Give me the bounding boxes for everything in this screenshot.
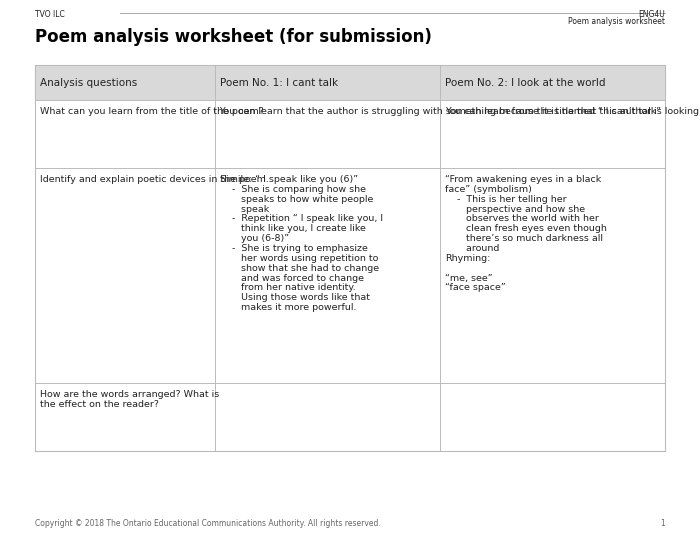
Text: -  Repetition “ I speak like you, I: - Repetition “ I speak like you, I (220, 214, 383, 224)
Text: 1: 1 (660, 519, 665, 528)
Bar (35, 65, 665, 451)
Text: “me, see”: “me, see” (445, 274, 493, 282)
Text: clean fresh eyes even though: clean fresh eyes even though (445, 224, 607, 233)
Text: ENG4U: ENG4U (638, 10, 665, 19)
Text: Poem No. 2: I look at the world: Poem No. 2: I look at the world (445, 78, 606, 87)
Text: around: around (445, 244, 500, 253)
Text: the effect on the reader?: the effect on the reader? (40, 400, 159, 409)
Text: observes the world with her: observes the world with her (445, 214, 599, 224)
Text: “From awakening eyes in a black: “From awakening eyes in a black (445, 175, 601, 184)
Text: How are the words arranged? What is: How are the words arranged? What is (40, 390, 219, 399)
Text: and was forced to change: and was forced to change (220, 274, 363, 282)
Text: -  She is comparing how she: - She is comparing how she (220, 185, 365, 194)
Text: Simile: “ I speak like you (6)”: Simile: “ I speak like you (6)” (220, 175, 358, 184)
Text: you (6-8)”: you (6-8)” (220, 234, 288, 243)
Text: face” (symbolism): face” (symbolism) (445, 185, 532, 194)
Text: “face space”: “face space” (445, 284, 506, 293)
Text: What can you learn from the title of the poem?: What can you learn from the title of the… (40, 107, 264, 116)
Text: -  This is her telling her: - This is her telling her (445, 195, 567, 204)
Text: Poem No. 1: I cant talk: Poem No. 1: I cant talk (220, 78, 337, 87)
Text: Poem analysis worksheet: Poem analysis worksheet (568, 17, 665, 26)
Text: there’s so much darkness all: there’s so much darkness all (445, 234, 603, 243)
Text: Poem analysis worksheet (for submission): Poem analysis worksheet (for submission) (35, 28, 432, 46)
Text: TVO ILC: TVO ILC (35, 10, 64, 19)
Text: perspective and how she: perspective and how she (445, 205, 585, 214)
Text: show that she had to change: show that she had to change (220, 264, 379, 273)
Text: You can learn from the title that this author is looking into different things t: You can learn from the title that this a… (445, 107, 700, 116)
Text: Identify and explain poetic devices in the poem.: Identify and explain poetic devices in t… (40, 175, 269, 184)
Text: her words using repetition to: her words using repetition to (220, 254, 378, 263)
Text: Rhyming:: Rhyming: (445, 254, 491, 263)
Text: Using those words like that: Using those words like that (220, 293, 370, 302)
Bar (35, 65, 665, 100)
Text: from her native identity.: from her native identity. (220, 284, 355, 293)
Text: speak: speak (220, 205, 269, 214)
Text: You can learn that the author is struggling with something because it is named “: You can learn that the author is struggl… (220, 107, 662, 116)
Text: Copyright © 2018 The Ontario Educational Communications Authority. All rights re: Copyright © 2018 The Ontario Educational… (35, 519, 381, 528)
Text: think like you, I create like: think like you, I create like (220, 224, 365, 233)
Text: speaks to how white people: speaks to how white people (220, 195, 373, 204)
Text: -  She is trying to emphasize: - She is trying to emphasize (220, 244, 368, 253)
Text: makes it more powerful.: makes it more powerful. (220, 303, 356, 312)
Text: Analysis questions: Analysis questions (40, 78, 137, 87)
